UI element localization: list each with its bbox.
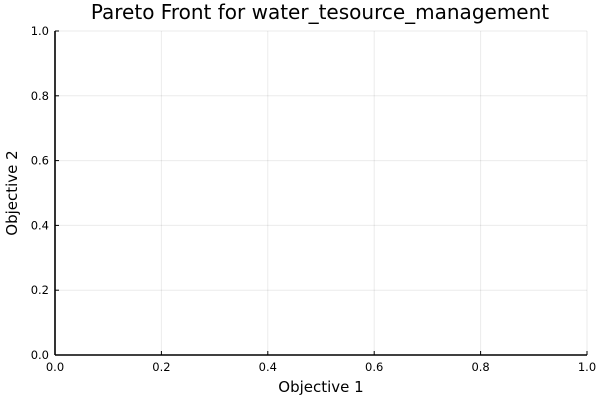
y-tick-label: 0.4 bbox=[31, 218, 49, 232]
y-tick-label: 0.0 bbox=[31, 348, 49, 362]
y-axis-title: Objective 2 bbox=[3, 150, 21, 235]
x-tick-label: 1.0 bbox=[578, 360, 596, 374]
axes bbox=[54, 31, 587, 356]
x-tick-label: 0.0 bbox=[46, 360, 64, 374]
y-tick-label: 0.8 bbox=[31, 89, 49, 103]
x-axis-title: Objective 1 bbox=[278, 378, 363, 396]
x-tick-label: 0.8 bbox=[471, 360, 489, 374]
x-tick-label: 0.4 bbox=[259, 360, 277, 374]
y-axis-ticks: 0.0 0.2 0.4 0.6 0.8 1.0 bbox=[31, 24, 59, 362]
y-tick-label: 0.6 bbox=[31, 154, 49, 168]
y-tick-label: 1.0 bbox=[31, 24, 49, 38]
x-tick-label: 0.2 bbox=[152, 360, 170, 374]
x-tick-label: 0.6 bbox=[365, 360, 383, 374]
chart-title: Pareto Front for water_tesource_manageme… bbox=[91, 0, 549, 24]
x-axis-ticks: 0.0 0.2 0.4 0.6 0.8 1.0 bbox=[46, 351, 596, 374]
y-tick-label: 0.2 bbox=[31, 283, 49, 297]
